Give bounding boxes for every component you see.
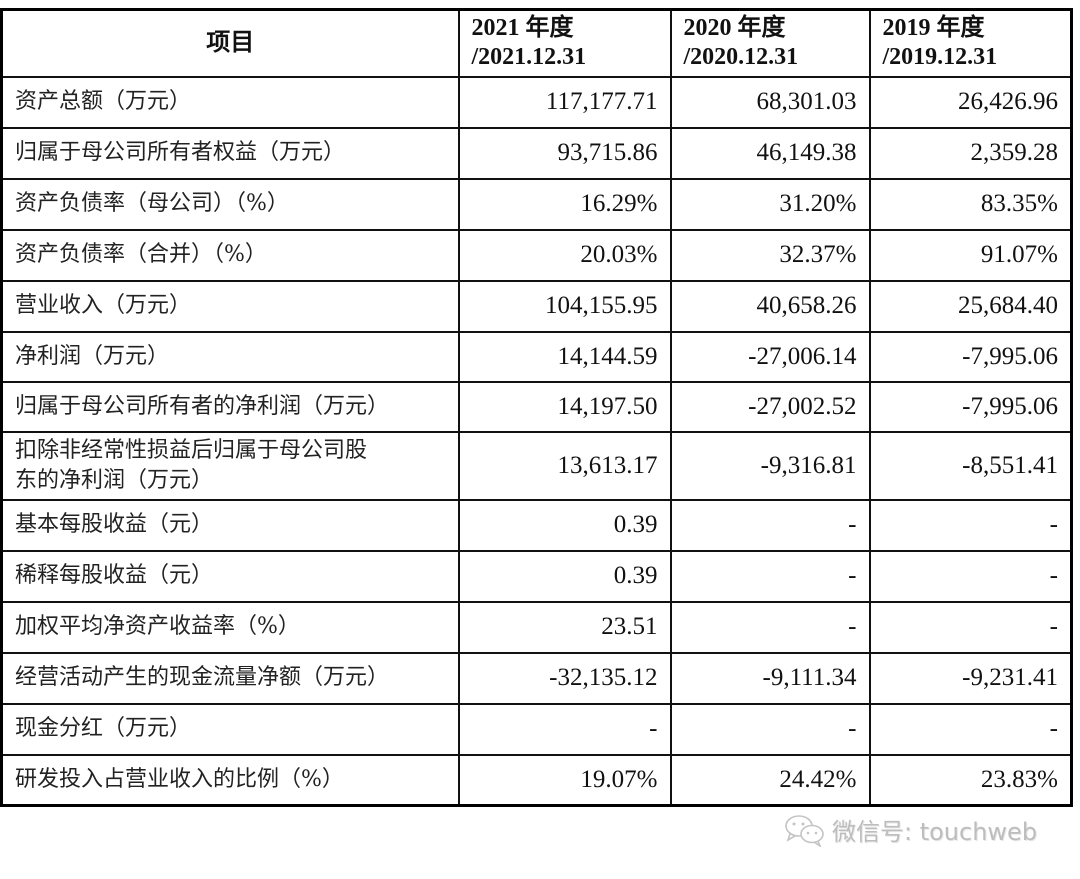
header-2021: 2021 年度 /2021.12.31 [457,8,672,78]
watermark-text: 微信号: touchweb [832,818,1038,846]
value-2020: - [669,702,871,756]
table-row: 研发投入占营业收入的比例（%） 19.07% 24.42% 23.83% [0,753,1073,807]
row-label: 现金分红（万元） [0,702,460,756]
value-2019: 25,684.40 [868,279,1073,333]
watermark: 微信号: touchweb [784,812,1038,848]
row-label: 营业收入（万元） [0,279,460,333]
financial-summary-table: 项目 2021 年度 /2021.12.31 2020 年度 /2020.12.… [0,8,1073,807]
value-2021: 19.07% [457,753,672,807]
value-2020: -27,002.52 [669,380,871,433]
table-row: 资产负债率（母公司）（%） 16.29% 31.20% 83.35% [0,177,1073,231]
value-2020: 46,149.38 [669,126,871,180]
value-2021: 14,197.50 [457,380,672,433]
value-2021: 104,155.95 [457,279,672,333]
row-label: 基本每股收益（元） [0,498,460,552]
value-2021: 23.51 [457,600,672,654]
row-label: 研发投入占营业收入的比例（%） [0,753,460,807]
value-2020: 40,658.26 [669,279,871,333]
wechat-icon [784,813,826,848]
value-2020: 32.37% [669,228,871,282]
table-row: 扣除非经常性损益后归属于母公司股 东的净利润（万元） 13,613.17 -9,… [0,430,1073,501]
table-row: 现金分红（万元） - - - [0,702,1073,756]
value-2021: 0.39 [457,498,672,552]
header-2019-date: /2019.12.31 [882,44,998,71]
value-2019: - [868,600,1073,654]
header-2020-year: 2020 年度 [683,15,786,42]
value-2020: -9,111.34 [669,651,871,705]
row-label-line1: 扣除非经常性损益后归属于母公司股 [15,437,368,463]
header-item: 项目 [0,8,460,78]
header-2021-year: 2021 年度 [471,15,574,42]
value-2019: - [868,549,1073,603]
table-header-row: 项目 2021 年度 /2021.12.31 2020 年度 /2020.12.… [0,8,1073,78]
header-2021-date: /2021.12.31 [471,44,587,71]
row-label: 资产负债率（合并）（%） [0,228,460,282]
value-2019: - [868,498,1073,552]
value-2019: -8,551.41 [868,430,1073,501]
value-2019: - [868,702,1073,756]
value-2021: 0.39 [457,549,672,603]
row-label: 归属于母公司所有者的净利润（万元） [0,380,460,433]
table-row: 资产总额（万元） 117,177.71 68,301.03 26,426.96 [0,75,1073,129]
value-2021: - [457,702,672,756]
table-row: 归属于母公司所有者权益（万元） 93,715.86 46,149.38 2,35… [0,126,1073,180]
value-2019: 91.07% [868,228,1073,282]
table-row: 资产负债率（合并）（%） 20.03% 32.37% 91.07% [0,228,1073,282]
value-2019: 23.83% [868,753,1073,807]
value-2019: -9,231.41 [868,651,1073,705]
value-2021: 20.03% [457,228,672,282]
value-2021: 117,177.71 [457,75,672,129]
header-2019-year: 2019 年度 [882,15,985,42]
header-2020: 2020 年度 /2020.12.31 [669,8,871,78]
table-row: 营业收入（万元） 104,155.95 40,658.26 25,684.40 [0,279,1073,333]
value-2020: -27,006.14 [669,330,871,383]
row-label: 加权平均净资产收益率（%） [0,600,460,654]
value-2020: - [669,549,871,603]
table-row: 基本每股收益（元） 0.39 - - [0,498,1073,552]
value-2019: 26,426.96 [868,75,1073,129]
value-2020: 31.20% [669,177,871,231]
row-label: 稀释每股收益（元） [0,549,460,603]
header-2019: 2019 年度 /2019.12.31 [868,8,1073,78]
value-2020: - [669,600,871,654]
value-2019: 83.35% [868,177,1073,231]
value-2020: - [669,498,871,552]
table-row: 经营活动产生的现金流量净额（万元） -32,135.12 -9,111.34 -… [0,651,1073,705]
value-2020: 24.42% [669,753,871,807]
value-2021: 13,613.17 [457,430,672,501]
value-2019: 2,359.28 [868,126,1073,180]
row-label: 归属于母公司所有者权益（万元） [0,126,460,180]
row-label: 资产总额（万元） [0,75,460,129]
table-row: 加权平均净资产收益率（%） 23.51 - - [0,600,1073,654]
value-2021: 14,144.59 [457,330,672,383]
value-2021: -32,135.12 [457,651,672,705]
table-row: 归属于母公司所有者的净利润（万元） 14,197.50 -27,002.52 -… [0,380,1073,433]
row-label: 资产负债率（母公司）（%） [0,177,460,231]
value-2020: 68,301.03 [669,75,871,129]
row-label-line2: 东的净利润（万元） [15,467,214,493]
row-label: 经营活动产生的现金流量净额（万元） [0,651,460,705]
table-row: 净利润（万元） 14,144.59 -27,006.14 -7,995.06 [0,330,1073,383]
value-2021: 16.29% [457,177,672,231]
value-2019: -7,995.06 [868,330,1073,383]
row-label: 扣除非经常性损益后归属于母公司股 东的净利润（万元） [0,430,460,501]
table-row: 稀释每股收益（元） 0.39 - - [0,549,1073,603]
value-2019: -7,995.06 [868,380,1073,433]
value-2021: 93,715.86 [457,126,672,180]
row-label: 净利润（万元） [0,330,460,383]
header-2020-date: /2020.12.31 [683,44,799,71]
value-2020: -9,316.81 [669,430,871,501]
